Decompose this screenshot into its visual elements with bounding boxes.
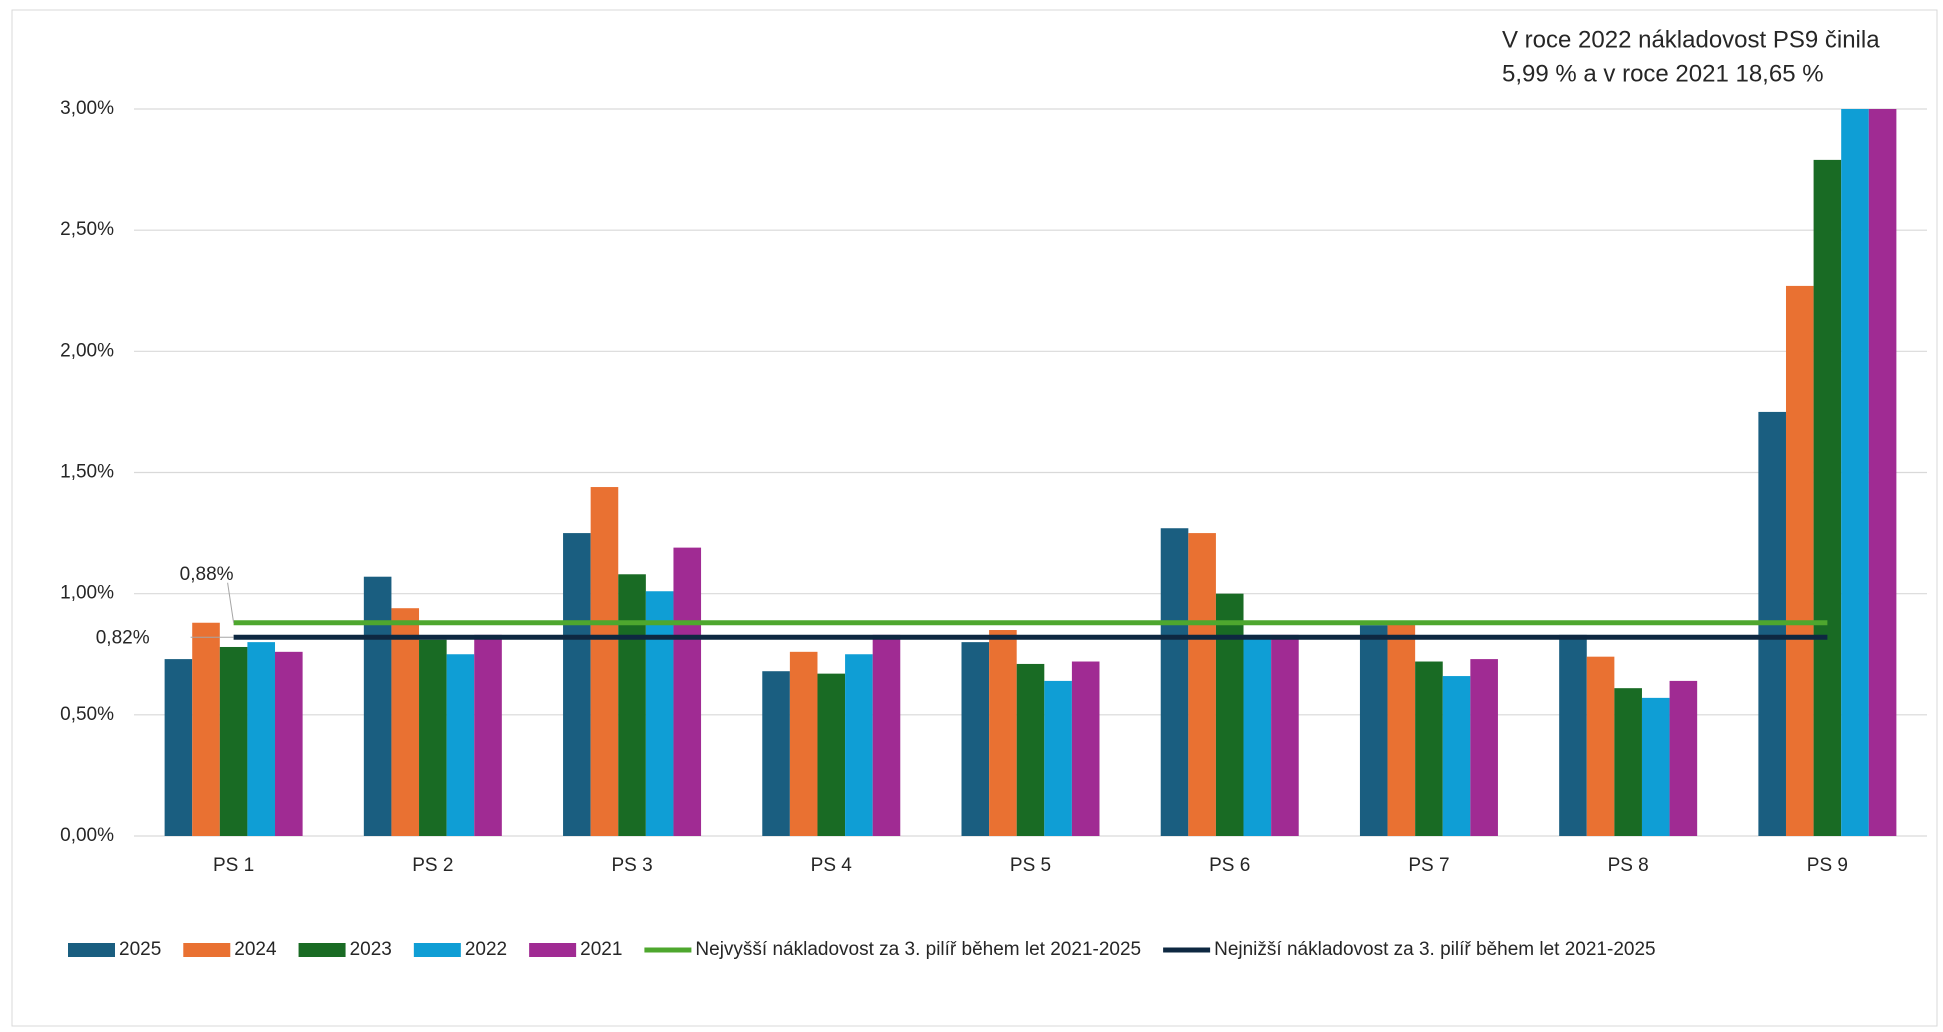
bar (1841, 109, 1869, 836)
legend-swatch (68, 943, 115, 957)
y-tick-label: 2,50% (60, 219, 114, 240)
legend-label: Nejvyšší nákladovost za 3. pilíř během l… (695, 939, 1141, 960)
bar (1188, 533, 1216, 836)
x-tick-label: PS 5 (1010, 855, 1051, 876)
bar (989, 630, 1017, 836)
bar (618, 574, 646, 836)
y-tick-label: 1,00% (60, 583, 114, 604)
legend-label: 2023 (350, 939, 392, 960)
bar (1868, 109, 1897, 836)
x-tick-label: PS 8 (1608, 855, 1649, 876)
bar (845, 654, 873, 836)
bar (1160, 528, 1189, 836)
legend-label: 2024 (234, 939, 277, 960)
bar (1641, 697, 1670, 836)
bar (1470, 659, 1498, 836)
bar (1785, 285, 1814, 836)
y-tick-label: 0,00% (60, 825, 114, 846)
bar (563, 533, 591, 836)
data-label: 0,82% (96, 627, 150, 648)
leader-line (227, 582, 235, 623)
bar (363, 576, 392, 836)
x-tick-label: PS 3 (611, 855, 652, 876)
bar (1442, 676, 1471, 836)
bar (1387, 622, 1416, 836)
data-label: 0,88% (180, 564, 234, 585)
bar (817, 673, 846, 836)
bar (1071, 661, 1100, 836)
x-tick-label: PS 2 (412, 855, 453, 876)
bar (247, 642, 276, 836)
y-tick-label: 2,00% (60, 340, 114, 361)
bar (673, 547, 702, 836)
bar (590, 487, 619, 836)
bar (391, 608, 420, 836)
bar (1359, 625, 1388, 836)
bar (192, 622, 220, 836)
bar (1044, 680, 1072, 836)
legend-swatch (183, 943, 231, 957)
bar (474, 634, 502, 836)
bar (1215, 593, 1244, 836)
bar (1559, 634, 1587, 836)
bar (1016, 663, 1045, 836)
x-tick-label: PS 4 (811, 855, 853, 876)
bar (872, 634, 901, 836)
y-tick-label: 3,00% (60, 98, 114, 119)
bar (961, 642, 990, 836)
annotation: 5,99 % a v roce 2021 18,65 % (1502, 60, 1824, 87)
bar (419, 639, 447, 836)
chart-border (11, 9, 1938, 1027)
y-tick-label: 0,50% (60, 704, 114, 725)
x-tick-label: PS 7 (1408, 855, 1449, 876)
bar (1271, 634, 1299, 836)
legend-label: 2022 (465, 939, 507, 960)
legend-swatch (529, 943, 577, 957)
annotation: V roce 2022 nákladovost PS9 činila (1502, 26, 1880, 53)
legend-label: Nejnižší nákladovost za 3. pilíř během l… (1214, 939, 1655, 960)
legend-label: 2025 (119, 939, 161, 960)
bar (275, 651, 303, 836)
legend-swatch (298, 943, 346, 957)
bar (762, 671, 790, 836)
bars (164, 109, 1897, 836)
bar (1614, 688, 1642, 836)
bar (1586, 656, 1615, 836)
bar (1813, 159, 1842, 836)
legend-swatch (413, 943, 461, 957)
bar (1415, 661, 1443, 836)
bar (219, 646, 248, 836)
x-tick-label: PS 1 (213, 855, 254, 876)
bar (1669, 680, 1698, 836)
bar (1243, 634, 1272, 836)
y-tick-label: 1,50% (60, 462, 114, 483)
bar (164, 659, 193, 836)
bar (789, 651, 818, 836)
bar (645, 591, 674, 836)
x-tick-label: PS 9 (1807, 855, 1848, 876)
x-tick-label: PS 6 (1209, 855, 1250, 876)
legend-label: 2021 (580, 939, 622, 960)
bar (446, 654, 475, 836)
